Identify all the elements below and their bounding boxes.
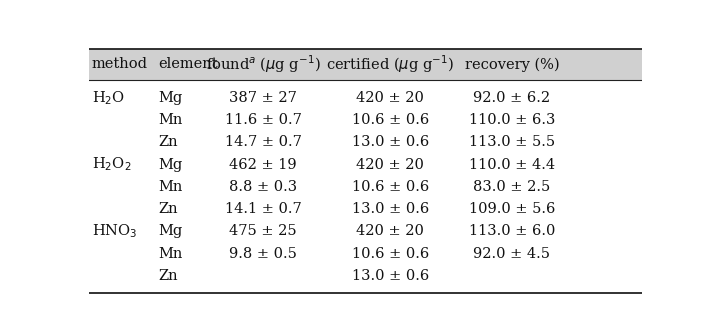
Text: 387 ± 27: 387 ± 27	[230, 91, 297, 105]
Text: 110.0 ± 6.3: 110.0 ± 6.3	[468, 113, 555, 127]
Text: 9.8 ± 0.5: 9.8 ± 0.5	[230, 247, 297, 261]
Text: 110.0 ± 4.4: 110.0 ± 4.4	[468, 158, 555, 171]
Text: 10.6 ± 0.6: 10.6 ± 0.6	[352, 113, 429, 127]
Text: Zn: Zn	[158, 202, 178, 216]
Text: 113.0 ± 5.5: 113.0 ± 5.5	[468, 135, 555, 149]
Text: Zn: Zn	[158, 269, 178, 283]
Text: 420 ± 20: 420 ± 20	[356, 158, 424, 171]
Text: 13.0 ± 0.6: 13.0 ± 0.6	[352, 135, 429, 149]
Text: 14.1 ± 0.7: 14.1 ± 0.7	[225, 202, 302, 216]
Text: Mn: Mn	[158, 247, 183, 261]
Text: 113.0 ± 6.0: 113.0 ± 6.0	[468, 224, 555, 238]
Text: 109.0 ± 5.6: 109.0 ± 5.6	[468, 202, 555, 216]
Text: 475 ± 25: 475 ± 25	[230, 224, 297, 238]
Text: Zn: Zn	[158, 135, 178, 149]
Text: Mg: Mg	[158, 158, 183, 171]
Text: HNO$_3$: HNO$_3$	[92, 223, 137, 240]
Text: 8.8 ± 0.3: 8.8 ± 0.3	[229, 180, 297, 194]
Text: 92.0 ± 4.5: 92.0 ± 4.5	[473, 247, 550, 261]
Text: 92.0 ± 6.2: 92.0 ± 6.2	[473, 91, 550, 105]
Text: H$_2$O$_2$: H$_2$O$_2$	[92, 156, 131, 173]
Text: 14.7 ± 0.7: 14.7 ± 0.7	[225, 135, 302, 149]
Text: element: element	[158, 57, 218, 71]
Text: 462 ± 19: 462 ± 19	[230, 158, 297, 171]
Text: recovery (%): recovery (%)	[465, 57, 559, 72]
Bar	[89, 49, 642, 80]
Text: 420 ± 20: 420 ± 20	[356, 224, 424, 238]
Text: certified ($\mu$g g$^{-1}$): certified ($\mu$g g$^{-1}$)	[327, 54, 454, 75]
Text: 13.0 ± 0.6: 13.0 ± 0.6	[352, 269, 429, 283]
Text: Mg: Mg	[158, 91, 183, 105]
Text: Mg: Mg	[158, 224, 183, 238]
Text: 11.6 ± 0.7: 11.6 ± 0.7	[225, 113, 302, 127]
Text: method: method	[92, 57, 148, 71]
Text: 420 ± 20: 420 ± 20	[356, 91, 424, 105]
Text: 10.6 ± 0.6: 10.6 ± 0.6	[352, 247, 429, 261]
Text: 13.0 ± 0.6: 13.0 ± 0.6	[352, 202, 429, 216]
Text: Mn: Mn	[158, 113, 183, 127]
Text: Mn: Mn	[158, 180, 183, 194]
Text: 83.0 ± 2.5: 83.0 ± 2.5	[473, 180, 550, 194]
Text: 10.6 ± 0.6: 10.6 ± 0.6	[352, 180, 429, 194]
Text: H$_2$O: H$_2$O	[92, 89, 125, 107]
Text: found$^{a}$ ($\mu$g g$^{-1}$): found$^{a}$ ($\mu$g g$^{-1}$)	[206, 54, 321, 75]
